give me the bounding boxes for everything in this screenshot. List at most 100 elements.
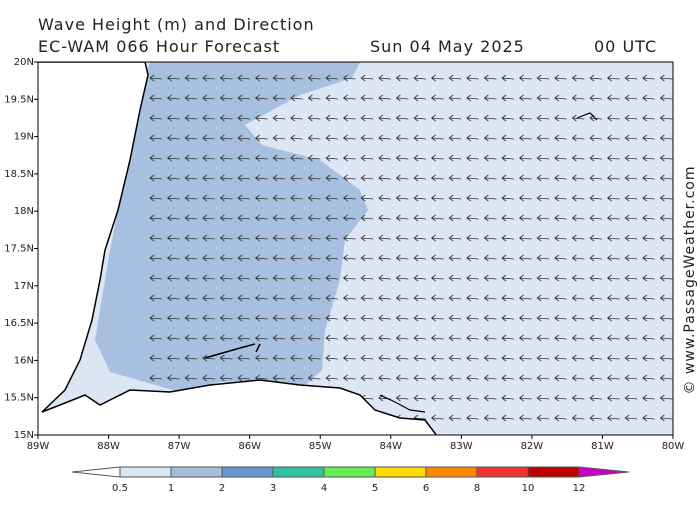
wave-arrow [554,394,567,402]
wave-arrow [659,394,673,402]
wave-arrow [571,134,585,142]
wave-arrow [219,334,233,342]
wave-arrow [272,94,286,102]
wave-arrow [536,294,550,302]
wave-arrow [430,394,444,402]
wave-arrow [219,294,233,302]
wave-arrow [290,374,303,382]
wave-arrow [483,334,497,342]
wave-arrow [325,254,339,262]
wave-arrow [378,214,391,222]
wave-arrow [237,274,251,282]
wave-arrow [642,94,655,102]
wave-arrow [589,254,603,262]
x-tick-label: 83W [450,441,473,452]
land [38,62,438,435]
wave-arrow [659,274,673,282]
wave-arrow [149,234,163,242]
wave-arrow [501,294,515,302]
wave-arrow [501,374,515,382]
wave-arrow [166,74,180,82]
color-swatch [425,466,478,478]
wave-arrow [589,154,603,162]
wave-arrow [483,314,497,322]
wave-arrow [536,134,550,142]
wave-arrow [430,334,444,342]
wave-arrow [184,354,198,362]
wave-arrow [589,194,603,202]
wave-arrow [554,94,567,102]
colorbar-label: 4 [321,483,327,494]
wave-arrow [624,314,638,322]
wave-arrow [518,234,532,242]
wave-arrow [624,334,638,342]
wave-arrow [430,294,444,302]
wave-arrow [466,374,479,382]
wave-arrow [184,114,198,122]
wave-arrow [606,154,620,162]
wave-arrow [413,354,427,362]
wave-arrow [554,294,567,302]
wave-arrow [571,254,585,262]
y-tick-label: 17N [14,281,34,292]
wave-arrow [466,314,479,322]
wave-arrow [501,414,515,422]
wave-arrow [149,114,163,122]
y-tick-label: 20N [14,57,34,68]
wave-arrow [166,114,180,122]
wave-arrow [536,94,550,102]
wave-arrow [642,334,655,342]
wave-arrow [184,214,198,222]
wave-arrow [624,174,638,182]
wave-arrow [571,334,585,342]
wave-arrow [272,314,286,322]
wave-arrow [518,114,532,122]
wave-arrow [202,314,215,322]
wave-arrow [307,194,321,202]
wave-arrow [536,254,550,262]
wave-arrow [378,354,391,362]
islands [204,343,261,359]
wave-arrow [342,294,356,302]
wave-arrow [290,354,303,362]
wave-arrow [430,114,444,122]
wave-arrow [659,154,673,162]
wave-arrow [642,134,655,142]
wave-arrow [237,214,251,222]
wave-arrow [413,194,427,202]
wave-arrow [360,274,374,282]
wave-arrow [149,94,163,102]
wave-arrow [571,174,585,182]
wave-arrow [184,94,198,102]
wave-arrow [360,94,374,102]
wave-arrow [589,394,603,402]
wave-arrow [466,274,479,282]
wave-arrow [554,214,567,222]
wave-arrow [659,214,673,222]
wave-arrow [430,74,444,82]
y-tick-label: 15N [14,430,34,441]
wave-arrow [518,254,532,262]
wave-arrow [606,114,620,122]
wave-arrow [378,374,391,382]
wave-arrow [202,74,215,82]
wave-arrow [202,214,215,222]
wave-arrow [166,174,180,182]
wave-arrow [272,254,286,262]
wave-arrow [149,134,163,142]
colorbar-label: 3 [270,483,276,494]
wave-arrow [202,254,215,262]
wave-arrow [254,274,268,282]
wave-arrow [571,374,585,382]
wave-arrow [659,354,673,362]
wave-arrow [202,374,215,382]
wave-arrow [342,334,356,342]
wave-arrow [378,74,391,82]
wave-arrow [342,214,356,222]
wave-arrow [149,74,163,82]
wave-arrow [589,334,603,342]
wave-arrow [413,374,427,382]
wave-arrow [589,374,603,382]
y-tick-label: 18.5N [4,169,34,180]
wave-arrow [642,394,655,402]
